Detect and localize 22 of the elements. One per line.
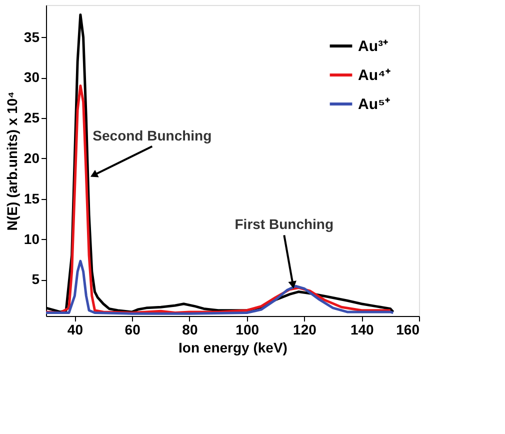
x-tick-label: 60 bbox=[124, 322, 141, 338]
x-axis-title: Ion energy (keV) bbox=[178, 340, 288, 356]
x-tick-label: 40 bbox=[67, 322, 84, 338]
x-tick-label: 160 bbox=[396, 322, 420, 338]
x-tick-label: 80 bbox=[182, 322, 198, 338]
legend-label: Au³⁺ bbox=[358, 38, 388, 55]
x-tick-label: 140 bbox=[350, 322, 374, 338]
annotation: First Bunching bbox=[234, 216, 334, 232]
y-tick-label: 10 bbox=[24, 230, 40, 247]
y-tick-label: 25 bbox=[24, 110, 40, 126]
legend-label: Au⁴⁺ bbox=[358, 67, 390, 84]
annotation: Second Bunching bbox=[92, 127, 212, 144]
y-tick-label: 35 bbox=[24, 28, 40, 45]
y-tick-label: 20 bbox=[24, 150, 40, 166]
y-tick-label: 15 bbox=[24, 190, 40, 206]
x-tick-label: 120 bbox=[293, 322, 317, 338]
y-axis-title: N(E) (arb.units) x 10⁴ bbox=[4, 91, 20, 231]
x-tick-label: 100 bbox=[236, 322, 260, 338]
legend-label: Au⁵⁺ bbox=[358, 96, 390, 113]
line-series bbox=[46, 260, 394, 315]
y-tick-label: 5 bbox=[32, 271, 40, 288]
y-tick-label: 30 bbox=[24, 69, 40, 86]
